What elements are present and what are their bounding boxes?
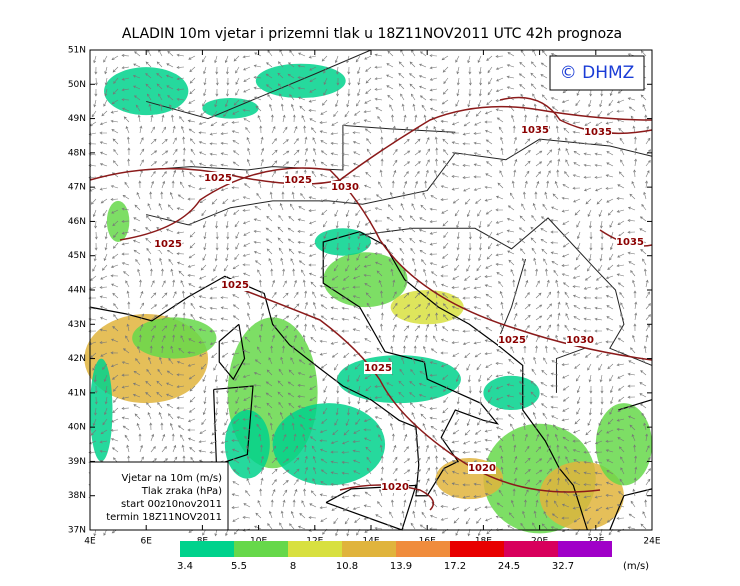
lat-label: 51N — [68, 46, 86, 56]
isobar-label-bg — [204, 172, 232, 184]
coastline — [213, 385, 254, 466]
isobar-label: 1025 — [204, 173, 232, 184]
lon-label: 4E — [84, 537, 96, 547]
wind-patch — [337, 355, 461, 404]
isobar — [89, 105, 653, 185]
colorbar-segment — [450, 541, 504, 557]
isobar-label-bg — [584, 126, 612, 138]
isobar-label: 1035 — [584, 127, 612, 138]
isobar-label: 1025 — [221, 280, 249, 291]
lat-label: 44N — [68, 286, 86, 296]
lat-label: 45N — [68, 251, 86, 261]
wind-patch — [314, 228, 371, 256]
colorbar-label: 3.4 — [177, 561, 193, 572]
colorbar-label: 17.2 — [444, 561, 466, 572]
lon-label: 6E — [140, 537, 152, 547]
info-line: termin 18Z11NOV2011 — [106, 512, 222, 523]
isobar-label: 1025 — [498, 335, 526, 346]
lat-label: 42N — [68, 354, 86, 364]
wind-patch — [323, 252, 408, 308]
info-line: Vjetar na 10m (m/s) — [121, 473, 222, 484]
lat-label: 38N — [68, 491, 86, 501]
colorbar-segment — [558, 541, 612, 557]
colorbar-label: 5.5 — [231, 561, 247, 572]
info-box — [89, 461, 229, 531]
isobar — [339, 484, 435, 511]
copyright: © DHMZ — [560, 63, 635, 83]
coastline — [89, 231, 588, 531]
wind-patch — [132, 317, 217, 359]
isobar-label-bg — [284, 174, 312, 186]
isobar-label: 1035 — [616, 237, 644, 248]
colorbar-segment — [504, 541, 558, 557]
isobar — [229, 284, 601, 493]
isobar-label-bg — [381, 481, 409, 493]
isobar-label-bg — [468, 462, 496, 474]
colorbar-label: 8 — [290, 561, 296, 572]
colorbar-segment — [180, 541, 234, 557]
lat-label: 47N — [68, 183, 86, 193]
isobar-label: 1020 — [381, 482, 409, 493]
coastline — [218, 323, 246, 381]
wind-arrows — [88, 49, 652, 537]
colorbar-segment — [396, 541, 450, 557]
isobar-label: 1020 — [468, 463, 496, 474]
colorbar-label: 32.7 — [552, 561, 574, 572]
colorbar-label: 13.9 — [390, 561, 412, 572]
isobar-label: 1030 — [566, 335, 594, 346]
title: ALADIN 10m vjetar i prizemni tlak u 18Z1… — [122, 26, 622, 42]
colorbar-segment — [342, 541, 396, 557]
isobar-label: 1035 — [521, 125, 549, 136]
isobar-label: 1025 — [154, 239, 182, 250]
wind-patch — [539, 461, 624, 530]
isobar-label-bg — [521, 124, 549, 136]
isobar-label-bg — [566, 334, 594, 346]
lat-label: 39N — [68, 457, 86, 467]
info-line: start 00z10nov2011 — [121, 499, 222, 510]
wind-patch — [90, 358, 113, 462]
isobar-label: 1030 — [331, 182, 359, 193]
info-line: Tlak zraka (hPa) — [141, 486, 222, 497]
colorbar-label: 24.5 — [498, 561, 520, 572]
wind-patch — [106, 200, 130, 242]
colorbar-segment — [288, 541, 342, 557]
lat-label: 48N — [68, 148, 86, 158]
border — [146, 49, 372, 120]
colorbar-unit: (m/s) — [623, 561, 649, 572]
lon-label: 24E — [643, 537, 660, 547]
lat-label: 40N — [68, 423, 86, 433]
isobar — [119, 167, 653, 361]
lat-label: 41N — [68, 388, 86, 398]
lat-label: 43N — [68, 320, 86, 330]
wind-patch — [483, 375, 540, 410]
map-layers: 1025 1025 1030 1035 1035 1025 1035 1025 1025 1030… — [84, 49, 653, 537]
border — [146, 138, 653, 226]
coastline — [325, 484, 417, 531]
isobar — [499, 96, 653, 135]
wind-patch — [272, 403, 386, 486]
border — [359, 217, 653, 366]
isobar-label-bg — [616, 236, 644, 248]
isobar-label: 1025 — [364, 363, 392, 374]
lat-label: 46N — [68, 217, 86, 227]
isobar-label-bg — [221, 279, 249, 291]
copyright-box — [549, 55, 645, 91]
isobar-label: 1025 — [284, 175, 312, 186]
border — [496, 259, 527, 342]
isobar-label-bg — [154, 238, 182, 250]
colorbar-segment — [234, 541, 288, 557]
colorbar-label: 10.8 — [336, 561, 358, 572]
lat-label: 50N — [68, 80, 86, 90]
isobar-label-bg — [331, 181, 359, 193]
border — [555, 347, 585, 393]
lat-label: 49N — [68, 114, 86, 124]
isobar-label-bg — [498, 334, 526, 346]
lat-label: 37N — [68, 526, 86, 536]
isobar-label-bg — [364, 362, 392, 374]
